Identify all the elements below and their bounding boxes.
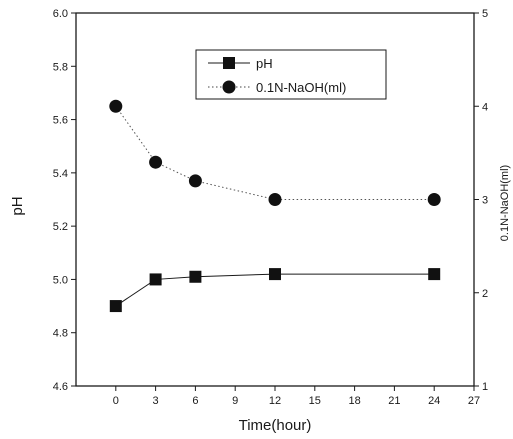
x-tick-label: 12 — [269, 395, 281, 407]
x-tick-label: 15 — [309, 395, 321, 407]
right-y-tick-label: 5 — [482, 8, 488, 20]
left-y-tick-label: 6.0 — [53, 8, 68, 20]
x-tick-label: 21 — [388, 395, 400, 407]
data-point-ph — [428, 268, 441, 281]
data-point-naoh — [427, 193, 441, 206]
right-y-tick-label: 3 — [482, 195, 488, 207]
right-y-tick-label: 1 — [482, 381, 488, 393]
left-y-tick-label: 5.2 — [53, 221, 68, 233]
legend: pH 0.1N-NaOH(ml) — [195, 49, 387, 100]
left-y-tick-label: 5.4 — [53, 168, 68, 180]
x-axis-ticks: 0 3 6 9 12 15 18 21 24 27 — [113, 386, 480, 407]
right-y-tick-label: 2 — [482, 288, 488, 300]
data-point-ph — [269, 268, 281, 281]
x-tick-label: 24 — [428, 395, 440, 407]
data-point-naoh — [149, 155, 163, 169]
left-y-tick-label: 5.8 — [53, 61, 68, 73]
x-axis-title: Time(hour) — [239, 417, 312, 434]
x-tick-label: 0 — [113, 395, 119, 407]
legend-label-naoh: 0.1N-NaOH(ml) — [256, 80, 346, 95]
legend-marker-ph — [223, 57, 235, 69]
x-tick-label: 6 — [192, 395, 198, 407]
legend-marker-naoh — [222, 80, 236, 94]
right-y-axis-ticks: 1 2 3 4 5 — [474, 8, 488, 393]
left-y-tick-label: 4.8 — [53, 328, 68, 340]
left-y-axis-ticks: 4.6 4.8 5.0 5.2 5.4 5.6 5.8 6.0 — [53, 8, 76, 393]
series-line-1 — [115, 105, 435, 200]
data-point-ph — [189, 270, 202, 283]
right-y-tick-label: 4 — [482, 101, 488, 113]
series-layer — [109, 99, 441, 313]
x-tick-label: 9 — [232, 395, 238, 407]
legend-label-ph: pH — [256, 56, 273, 71]
x-tick-label: 3 — [153, 395, 159, 407]
data-point-naoh — [268, 193, 282, 206]
data-point-ph — [109, 300, 122, 313]
data-point-ph — [149, 273, 162, 286]
left-y-tick-label: 5.0 — [53, 274, 68, 286]
left-y-tick-label: 4.6 — [53, 381, 68, 393]
right-y-axis-title: 0.1N-NaOH(ml) — [499, 165, 511, 241]
data-point-naoh — [109, 99, 123, 113]
x-tick-label: 27 — [468, 395, 480, 407]
left-y-tick-label: 5.6 — [53, 115, 68, 127]
data-point-naoh — [188, 174, 202, 188]
left-y-axis-title: pH — [9, 196, 26, 215]
x-tick-label: 18 — [348, 395, 360, 407]
